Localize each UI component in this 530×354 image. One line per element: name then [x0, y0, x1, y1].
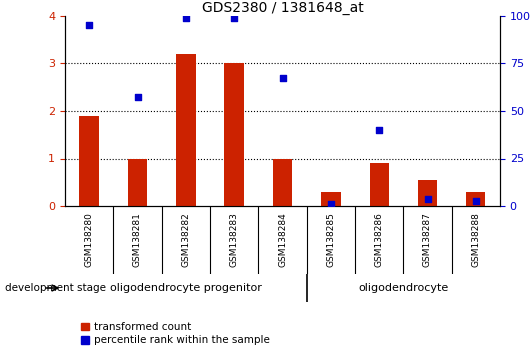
Text: GSM138281: GSM138281: [133, 212, 142, 267]
Text: GSM138282: GSM138282: [181, 213, 190, 267]
Legend: transformed count, percentile rank within the sample: transformed count, percentile rank withi…: [81, 322, 270, 345]
Text: GSM138286: GSM138286: [375, 212, 384, 267]
Text: oligodendrocyte: oligodendrocyte: [358, 283, 448, 293]
Title: GDS2380 / 1381648_at: GDS2380 / 1381648_at: [201, 1, 364, 15]
Point: [375, 127, 383, 133]
Bar: [128, 159, 147, 206]
Bar: [369, 163, 389, 206]
Point: [472, 199, 480, 204]
Text: development stage: development stage: [5, 283, 107, 293]
Point: [326, 201, 335, 206]
Bar: [225, 63, 244, 206]
Bar: [80, 116, 99, 206]
Point: [230, 16, 239, 21]
Point: [423, 196, 432, 202]
Point: [133, 94, 142, 99]
Bar: [176, 54, 196, 206]
Bar: [321, 192, 340, 206]
Text: GSM138284: GSM138284: [278, 213, 287, 267]
Text: GSM138280: GSM138280: [85, 212, 94, 267]
Text: GSM138285: GSM138285: [326, 212, 335, 267]
Text: GSM138283: GSM138283: [229, 212, 239, 267]
Bar: [466, 192, 485, 206]
Bar: [418, 180, 437, 206]
Point: [85, 23, 93, 28]
Point: [182, 16, 190, 21]
Text: GSM138288: GSM138288: [471, 212, 480, 267]
Text: oligodendrocyte progenitor: oligodendrocyte progenitor: [110, 283, 262, 293]
Bar: [273, 159, 292, 206]
Point: [278, 75, 287, 81]
Text: GSM138287: GSM138287: [423, 212, 432, 267]
